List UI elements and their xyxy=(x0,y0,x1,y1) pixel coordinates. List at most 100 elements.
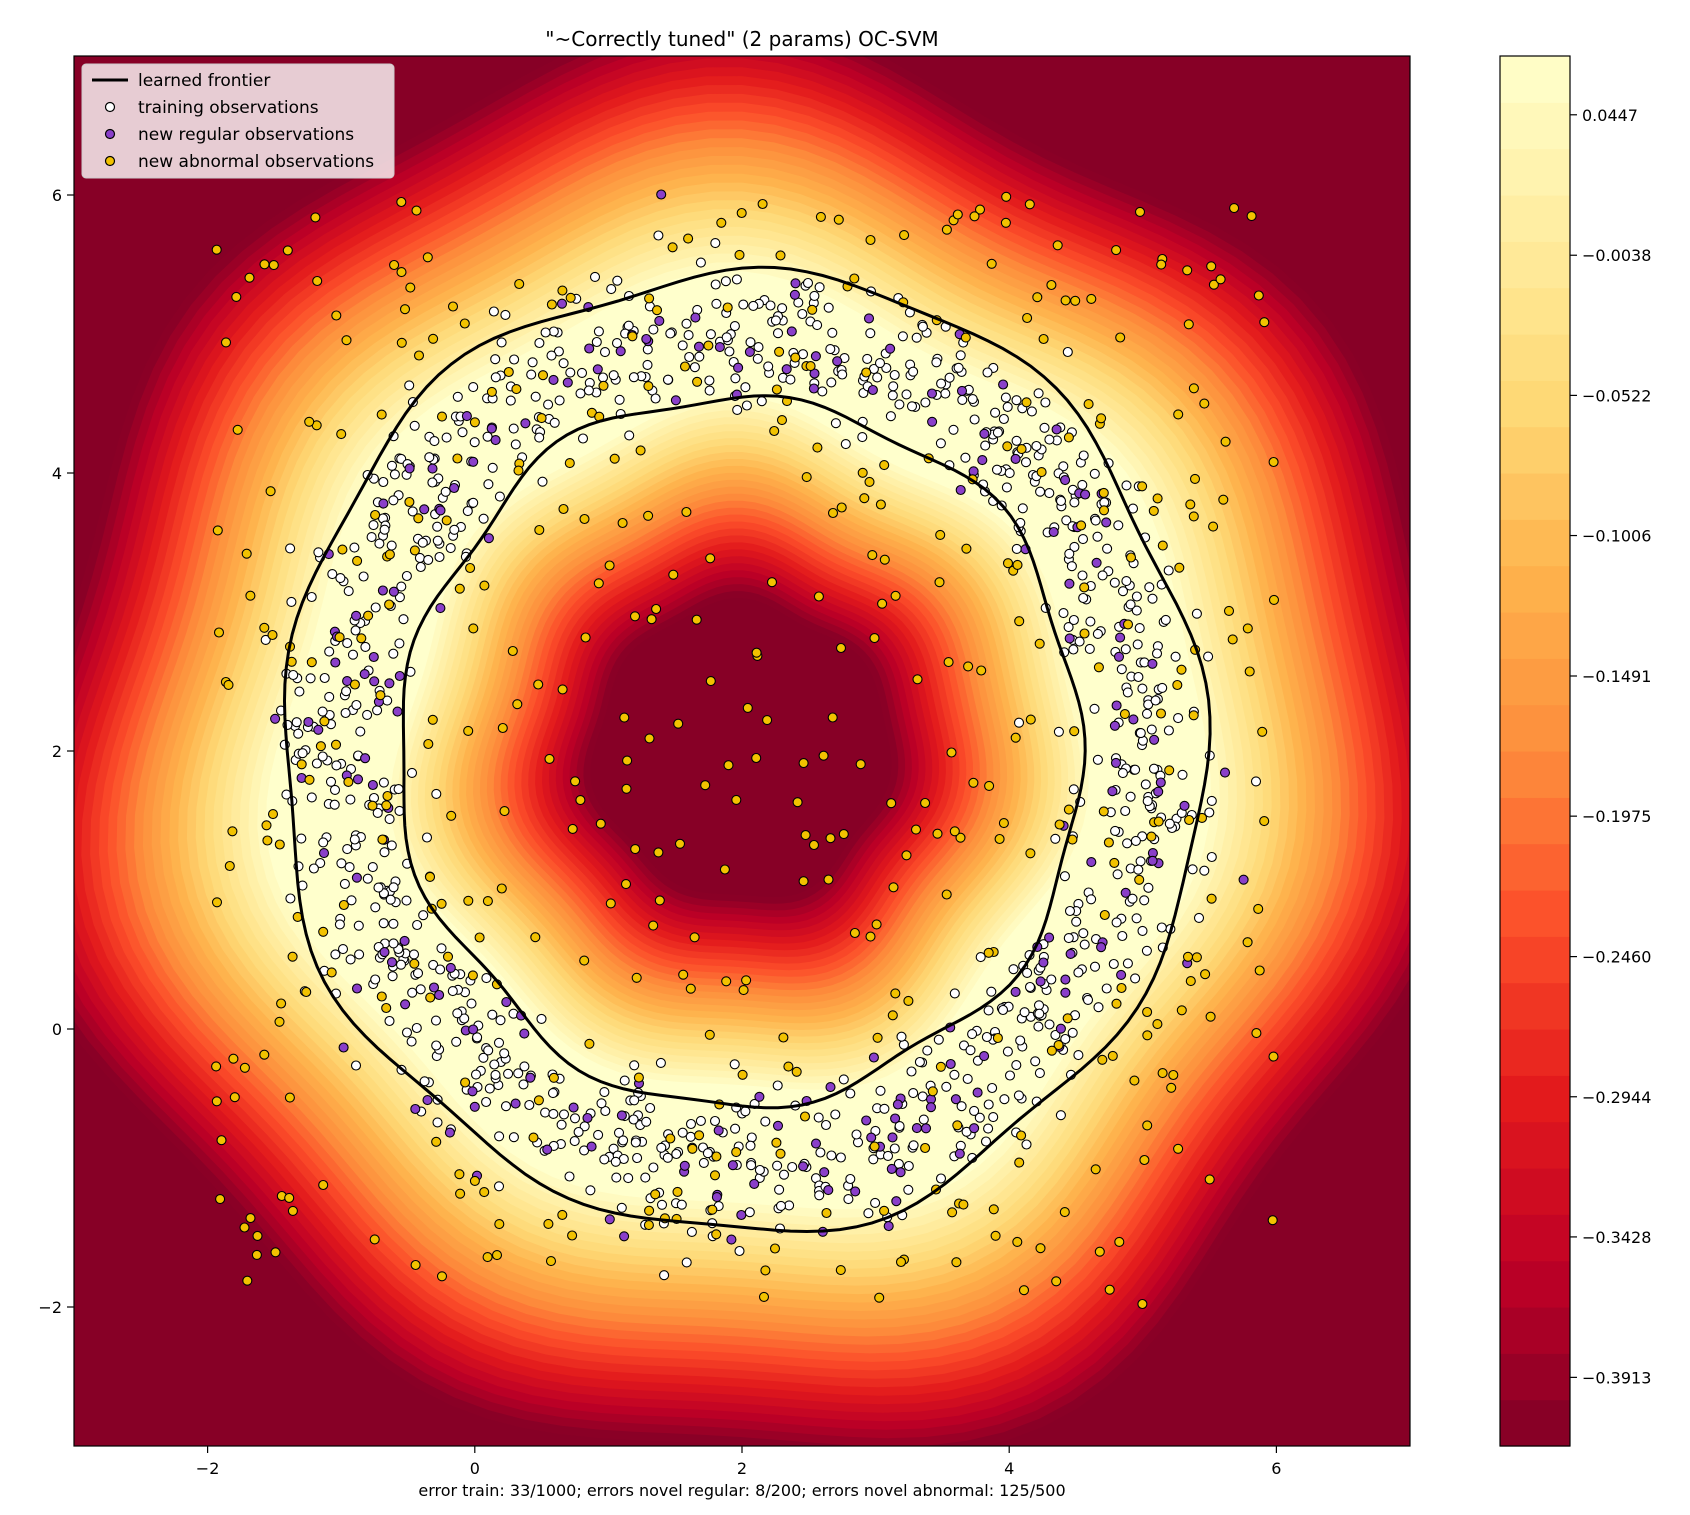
training-point xyxy=(830,1109,841,1120)
training-point xyxy=(346,895,357,906)
training-point xyxy=(955,350,966,361)
training-point xyxy=(494,491,505,502)
training-point xyxy=(1034,1068,1045,1079)
abnormal-point xyxy=(1253,290,1264,301)
training-point xyxy=(505,395,516,406)
regular-point xyxy=(1107,786,1118,797)
regular-point xyxy=(955,484,966,496)
training-point xyxy=(469,437,480,448)
training-point xyxy=(1011,543,1022,554)
training-point xyxy=(317,706,328,717)
abnormal-point xyxy=(213,627,225,638)
training-point xyxy=(1055,495,1067,507)
training-point xyxy=(897,331,908,342)
regular-point xyxy=(772,1120,784,1131)
training-point xyxy=(862,353,873,364)
training-point xyxy=(1120,644,1131,655)
abnormal-point xyxy=(857,467,868,478)
training-point xyxy=(431,1040,442,1051)
abnormal-point xyxy=(232,424,243,435)
training-point xyxy=(1092,628,1103,639)
training-point xyxy=(459,1013,470,1024)
abnormal-point xyxy=(1220,436,1231,447)
training-point xyxy=(370,974,381,985)
regular-point xyxy=(615,346,626,357)
training-point xyxy=(415,984,426,995)
abnormal-point xyxy=(1010,732,1021,743)
training-point xyxy=(317,751,328,762)
training-point xyxy=(334,919,345,930)
training-point xyxy=(628,1114,639,1125)
training-point xyxy=(650,393,661,404)
abnormal-point xyxy=(381,800,392,811)
regular-point xyxy=(468,1024,479,1035)
regular-point xyxy=(1155,777,1166,788)
regular-point xyxy=(998,379,1009,390)
training-point xyxy=(953,362,964,373)
abnormal-point xyxy=(274,1016,285,1027)
abnormal-point xyxy=(865,234,876,246)
abnormal-point xyxy=(1002,441,1013,452)
training-point xyxy=(527,357,538,368)
regular-point xyxy=(1110,757,1122,768)
abnormal-point xyxy=(864,476,875,487)
training-point xyxy=(1077,534,1089,545)
training-point xyxy=(914,1056,925,1068)
regular-point xyxy=(911,1123,922,1134)
training-point xyxy=(362,709,373,720)
training-point xyxy=(753,342,764,353)
training-point xyxy=(484,1083,495,1094)
abnormal-point xyxy=(262,835,273,846)
abnormal-point xyxy=(284,1092,295,1103)
training-point xyxy=(378,476,389,488)
abnormal-point xyxy=(946,747,957,758)
training-point xyxy=(432,1117,443,1128)
training-point xyxy=(558,358,569,369)
abnormal-point xyxy=(239,1222,250,1233)
training-point xyxy=(452,1008,463,1019)
abnormal-point xyxy=(1079,628,1090,639)
training-point xyxy=(536,1013,547,1024)
abnormal-point xyxy=(1036,467,1047,478)
abnormal-point xyxy=(1152,493,1163,504)
abnormal-point xyxy=(815,211,826,222)
abnormal-point xyxy=(389,259,400,271)
colorbar-band xyxy=(1500,658,1570,706)
abnormal-point xyxy=(503,366,514,378)
training-point xyxy=(967,394,978,405)
training-point xyxy=(986,986,997,997)
abnormal-point xyxy=(1204,1174,1215,1185)
training-point xyxy=(681,318,692,329)
regular-point xyxy=(1096,942,1107,953)
abnormal-point xyxy=(890,590,901,601)
training-point xyxy=(827,327,838,338)
regular-point xyxy=(400,999,411,1010)
training-point xyxy=(1163,565,1174,576)
abnormal-point xyxy=(1172,679,1183,691)
abnormal-point xyxy=(557,285,568,296)
training-point xyxy=(513,1068,524,1079)
abnormal-point xyxy=(244,272,255,283)
training-point xyxy=(408,949,420,960)
regular-point xyxy=(410,1103,421,1115)
abnormal-point xyxy=(681,506,692,518)
training-point xyxy=(931,357,942,368)
regular-point xyxy=(979,1051,990,1062)
training-point xyxy=(386,540,397,551)
abnormal-point xyxy=(570,776,581,787)
training-point xyxy=(386,840,397,851)
abnormal-point xyxy=(1268,456,1279,468)
regular-point xyxy=(825,1082,836,1093)
abnormal-point xyxy=(700,780,711,791)
training-point xyxy=(1110,825,1121,836)
abnormal-point xyxy=(1109,857,1120,868)
abnormal-point xyxy=(935,529,946,540)
y-tick-label: 0 xyxy=(52,1020,62,1039)
abnormal-point xyxy=(1021,397,1032,408)
training-point xyxy=(534,337,545,349)
abnormal-point xyxy=(315,741,326,752)
plot-area xyxy=(74,56,1410,1446)
abnormal-point xyxy=(719,864,730,875)
training-point xyxy=(1137,683,1148,694)
training-point xyxy=(1059,871,1070,882)
